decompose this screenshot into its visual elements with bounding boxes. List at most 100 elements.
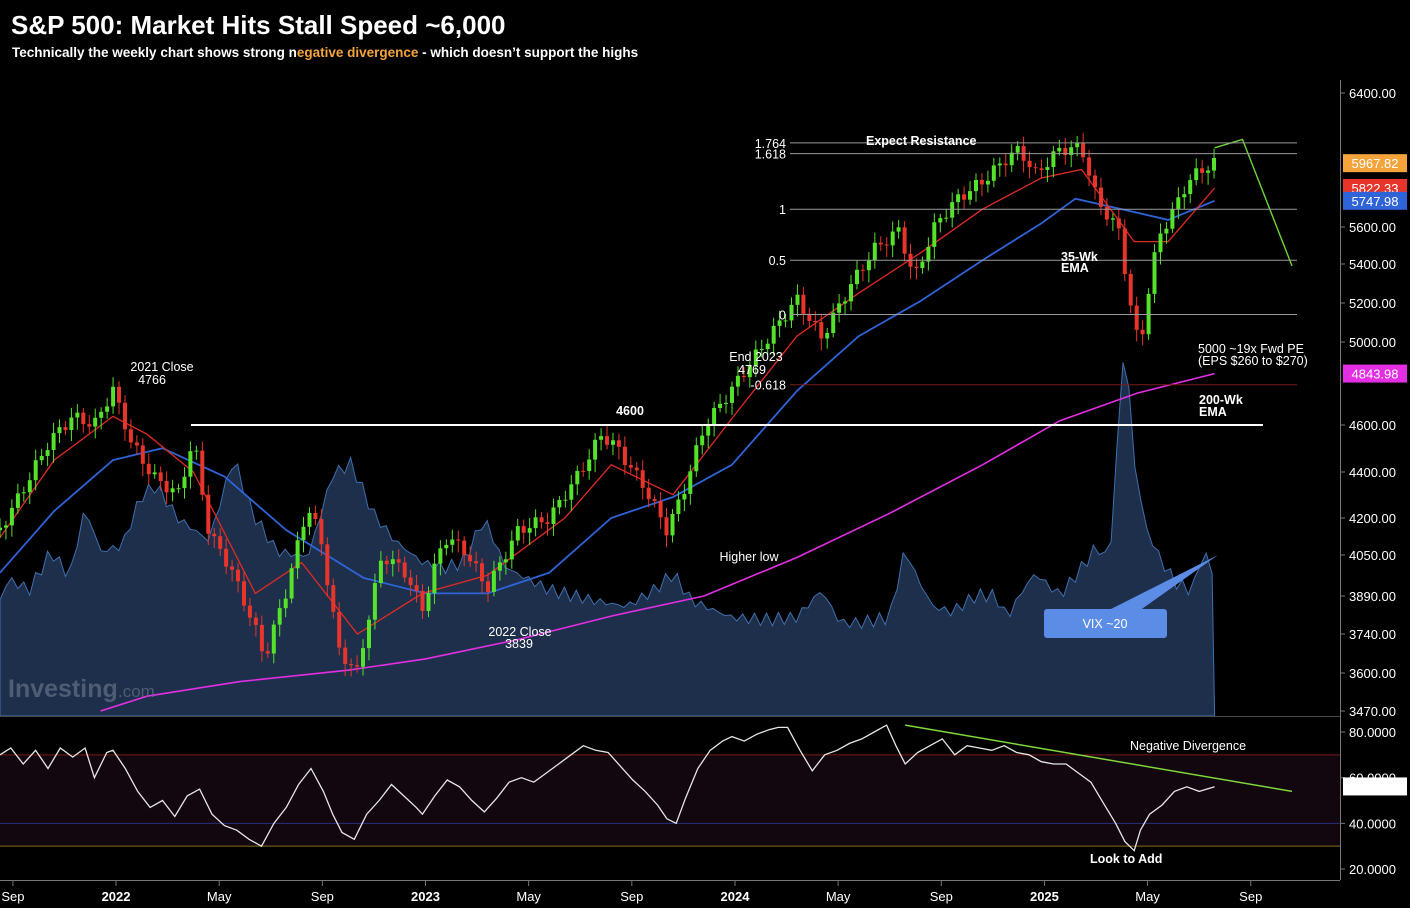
candle-body-134 xyxy=(795,294,800,305)
candle-body-74 xyxy=(438,548,443,564)
candle-body-159 xyxy=(944,217,949,219)
price-tick-label-3: 5200.00 xyxy=(1349,296,1396,311)
candle-body-46 xyxy=(271,624,276,654)
price-tick-label-11: 3600.00 xyxy=(1349,666,1396,681)
candle-body-190 xyxy=(1128,273,1133,306)
candle-body-29 xyxy=(170,488,175,493)
candle-body-105 xyxy=(622,446,627,465)
candle-body-128 xyxy=(759,349,764,350)
candle-body-57 xyxy=(337,611,342,648)
candle-body-178 xyxy=(1057,147,1062,152)
candle-body-156 xyxy=(926,246,931,262)
candle-body-82 xyxy=(486,581,490,592)
candle-body-6 xyxy=(33,460,38,481)
candle-body-81 xyxy=(480,563,484,582)
fib-label-0: 1.764 xyxy=(755,137,786,151)
candle-body-19 xyxy=(111,386,116,407)
vix-callout-box xyxy=(1044,609,1167,638)
candle-body-168 xyxy=(997,163,1002,166)
candle-body-181 xyxy=(1075,142,1080,148)
candle-body-155 xyxy=(920,261,925,268)
candle-body-89 xyxy=(527,528,532,533)
candle-body-31 xyxy=(182,476,187,489)
candle-body-122 xyxy=(724,402,728,404)
candle-body-75 xyxy=(444,544,449,549)
candle-body-125 xyxy=(741,375,746,377)
candle-body-80 xyxy=(474,561,479,564)
candle-body-39 xyxy=(230,566,235,570)
candle-body-115 xyxy=(682,493,687,500)
candle-body-188 xyxy=(1116,218,1121,229)
candle-body-196 xyxy=(1164,228,1169,234)
price-label-2: 5747.98 xyxy=(1352,194,1399,209)
chart-subtitle: Technically the weekly chart shows stron… xyxy=(12,45,638,60)
price-label-box-2 xyxy=(1343,191,1407,210)
look-to-add-label: Look to Add xyxy=(1090,852,1162,866)
candle-body-183 xyxy=(1087,157,1092,176)
candle-body-40 xyxy=(236,569,240,582)
watermark-brand: Investing xyxy=(8,675,118,703)
candle-body-148 xyxy=(878,242,883,245)
candle-body-175 xyxy=(1039,168,1044,170)
candle-body-58 xyxy=(343,647,348,664)
candle-body-195 xyxy=(1158,233,1163,253)
candle-body-60 xyxy=(355,665,360,667)
candle-body-158 xyxy=(938,218,943,223)
rsi-tick-label-2: 40.0000 xyxy=(1349,816,1396,831)
annotation-end-2023-label: End 2023 xyxy=(729,350,783,364)
candle-body-50 xyxy=(295,540,300,569)
candle-body-83 xyxy=(491,570,496,592)
annotation-vix: VIX ~20 xyxy=(1083,617,1128,631)
candle-body-17 xyxy=(99,411,104,418)
candle-body-99 xyxy=(587,459,592,471)
candle-body-136 xyxy=(807,313,812,321)
price-tick-label-2: 5400.00 xyxy=(1349,257,1396,272)
candle-body-124 xyxy=(735,375,740,387)
negative-divergence-label: Negative Divergence xyxy=(1130,739,1246,753)
candle-body-157 xyxy=(932,222,937,247)
time-tick-label-0: Sep xyxy=(1,889,24,904)
candle-body-37 xyxy=(218,536,223,549)
candle-body-200 xyxy=(1188,180,1193,194)
candle-body-8 xyxy=(45,450,50,456)
candle-body-10 xyxy=(57,427,62,434)
candle-body-27 xyxy=(158,472,163,481)
candle-body-118 xyxy=(700,435,705,446)
annotation-200wk-ema: EMA xyxy=(1199,405,1227,419)
candle-body-5 xyxy=(27,480,32,493)
candle-body-3 xyxy=(15,493,20,508)
candle-body-33 xyxy=(194,450,199,452)
watermark-suffix: .com xyxy=(118,682,155,701)
time-tick-label-12: Sep xyxy=(1239,889,1262,904)
candle-body-98 xyxy=(581,470,586,472)
price-tick-label-6: 4400.00 xyxy=(1349,465,1396,480)
candle-body-30 xyxy=(176,488,181,490)
candle-body-154 xyxy=(914,266,919,268)
candle-body-61 xyxy=(361,648,365,667)
candle-body-41 xyxy=(242,581,246,606)
candle-body-103 xyxy=(611,440,615,445)
candle-body-199 xyxy=(1182,194,1187,198)
candle-body-204 xyxy=(1212,158,1216,171)
candle-body-186 xyxy=(1104,206,1109,220)
candle-body-25 xyxy=(146,463,151,475)
price-label-3: 4843.98 xyxy=(1352,367,1399,382)
candle-body-11 xyxy=(63,427,68,430)
candle-body-69 xyxy=(408,577,413,586)
candle-body-93 xyxy=(551,507,556,524)
candle-body-194 xyxy=(1152,252,1157,294)
candle-body-109 xyxy=(646,487,651,500)
candle-body-38 xyxy=(224,548,229,567)
time-tick-label-1: 2022 xyxy=(102,889,131,904)
time-tick-label-10: 2025 xyxy=(1030,889,1059,904)
candle-body-117 xyxy=(694,445,699,472)
annotation-higher-low: Higher low xyxy=(719,550,779,564)
candle-body-76 xyxy=(450,539,455,545)
candle-body-165 xyxy=(979,180,984,185)
candle-body-163 xyxy=(968,191,972,200)
candle-body-90 xyxy=(533,517,538,529)
candle-body-198 xyxy=(1176,197,1181,210)
candle-body-166 xyxy=(985,180,990,185)
candle-body-104 xyxy=(616,440,621,447)
candle-body-95 xyxy=(563,499,568,501)
